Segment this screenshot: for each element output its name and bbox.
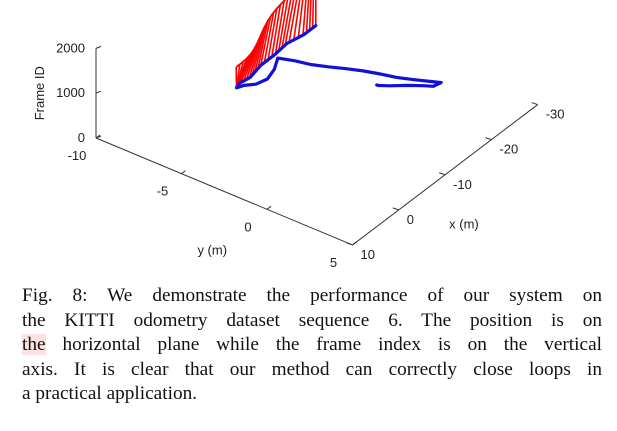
caption-line: axis. It is clear that our method can co…	[22, 358, 602, 380]
y-tick-label: -10	[68, 148, 87, 163]
y-tick-label: -5	[157, 184, 169, 199]
x-tick-mark	[531, 102, 538, 106]
loop-closure-line	[288, 0, 298, 43]
loop-closure-line	[271, 4, 282, 58]
caption-highlight: the	[22, 334, 46, 356]
loop-closure-line	[281, 0, 292, 49]
loop-closure-line	[254, 25, 267, 73]
loop-closure-line	[257, 20, 269, 69]
caption-line: Fig. 8: We demonstrate the performance o…	[22, 285, 602, 306]
x-tick-label: -10	[453, 177, 472, 192]
x-tick-mark	[485, 137, 492, 141]
loop-closure-line	[251, 29, 265, 76]
y-tick-mark	[181, 170, 186, 175]
loop-closure-line	[311, 0, 315, 28]
z-tick-label: 2000	[56, 40, 85, 55]
caption-line: the horizontal plane while the frame ind…	[22, 334, 602, 356]
y-axis-label: y (m)	[197, 242, 227, 257]
z-tick-mark	[95, 45, 102, 49]
z-axis-label: Frame ID	[32, 66, 47, 120]
y-tick-label: 5	[330, 255, 337, 270]
loop-closure-line	[308, 0, 312, 31]
loop-closure-group	[235, 0, 317, 88]
loop-closure-line	[277, 0, 289, 52]
y-tick-label: 0	[244, 219, 251, 234]
loop-closure-line	[302, 0, 307, 36]
y-axis-line	[95, 137, 353, 246]
loop-closure-line	[267, 8, 278, 60]
x-tick-mark	[392, 207, 399, 211]
loop-closure-line	[263, 12, 275, 63]
x-tick-label: 10	[361, 247, 375, 262]
y-tick-mark	[352, 241, 357, 246]
loop-closure-line	[297, 0, 304, 38]
loop-closure-line	[305, 0, 310, 33]
loop-closure-line	[259, 16, 272, 66]
x-tick-label: -30	[546, 107, 565, 122]
z-tick-mark	[95, 90, 102, 94]
loop-closure-line	[292, 0, 301, 41]
x-tick-label: -20	[499, 142, 518, 157]
x-tick-mark	[346, 242, 353, 246]
trajectory-line	[234, 24, 443, 90]
figure-caption: Fig. 8: We demonstrate the performance o…	[22, 284, 602, 407]
y-tick-mark	[95, 134, 101, 139]
x-tick-mark	[438, 172, 446, 176]
loop-closure-line	[274, 0, 285, 55]
caption-line: the KITTI odometry dataset sequence 6. T…	[22, 309, 602, 331]
y-tick-mark	[266, 205, 272, 210]
axis-labels-group: 0 1000 2000 -10 -5 0 5 10 0 -10 -20 -30 Frame ID y (m…	[32, 40, 564, 270]
z-tick-label: 1000	[56, 85, 85, 100]
loop-closure-edge	[235, 0, 287, 68]
z-tick-label: 0	[78, 130, 85, 145]
axes-group	[95, 45, 539, 246]
loop-closure-line	[284, 0, 295, 46]
x-tick-label: 0	[407, 212, 414, 227]
caption-line: a practical application.	[22, 383, 198, 405]
x-axis-label: x (m)	[449, 216, 479, 231]
trajectory-figure: 0 1000 2000 -10 -5 0 5 10 0 -10 -20 -30 Frame ID y (m…	[32, 0, 564, 270]
